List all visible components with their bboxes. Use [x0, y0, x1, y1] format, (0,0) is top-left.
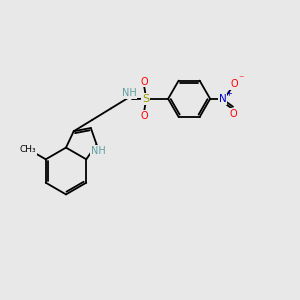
Text: N: N	[219, 94, 226, 104]
Text: ⁻: ⁻	[238, 74, 244, 84]
Text: CH₃: CH₃	[20, 145, 36, 154]
Text: NH: NH	[122, 88, 136, 98]
Text: O: O	[140, 77, 148, 87]
Text: O: O	[140, 111, 148, 121]
Text: S: S	[142, 94, 149, 104]
Text: O: O	[230, 109, 237, 119]
Text: +: +	[225, 89, 232, 98]
Text: NH: NH	[91, 146, 105, 156]
Text: O: O	[230, 80, 238, 89]
